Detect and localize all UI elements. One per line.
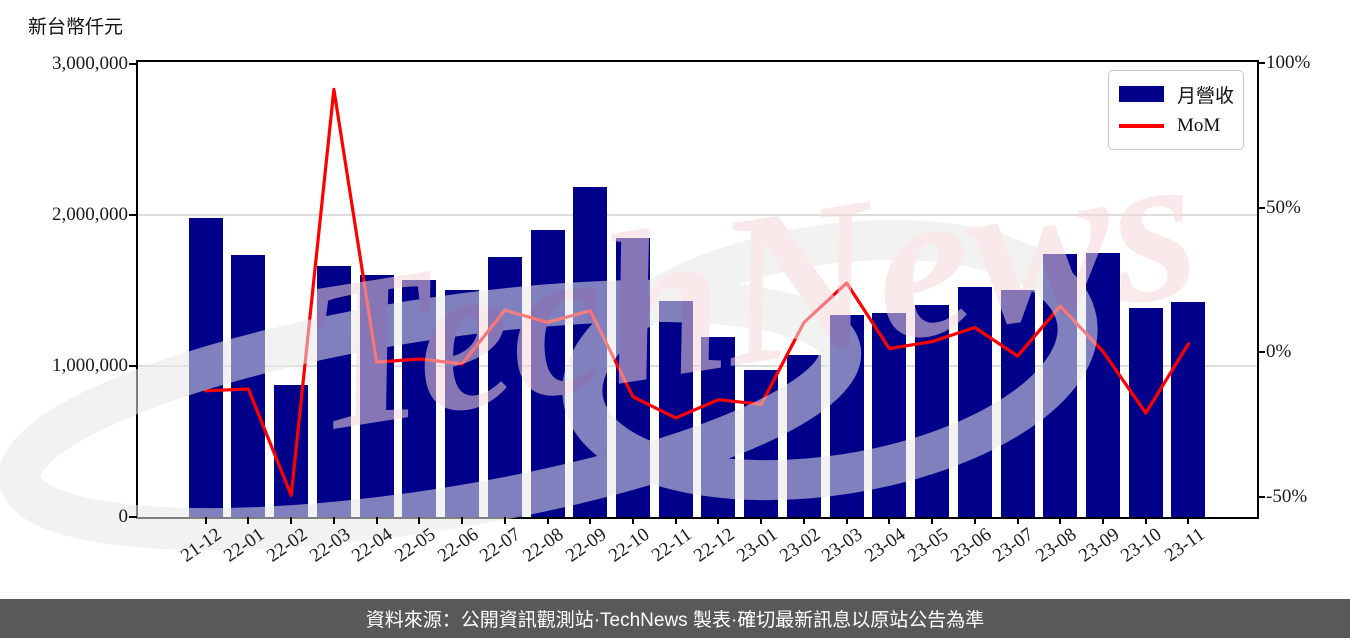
legend-item-mom: MoM	[1119, 113, 1231, 139]
right-tick-mark-1	[1257, 351, 1265, 354]
mom-swatch-icon	[1119, 124, 1164, 128]
legend: 月營收 MoM	[1108, 70, 1244, 150]
x-tick-mark-22-05	[418, 517, 421, 524]
right-tick-label--50%: -50%	[1266, 485, 1308, 507]
x-tick-mark-22-03	[332, 517, 335, 524]
x-tick-label-23-07: 23-07	[989, 524, 1038, 567]
x-tick-label-23-11: 23-11	[1160, 524, 1209, 567]
legend-item-revenue: 月營收	[1119, 81, 1235, 107]
x-tick-mark-22-12	[717, 517, 720, 524]
x-tick-mark-23-08	[1059, 517, 1062, 524]
x-tick-label-23-09: 23-09	[1074, 524, 1124, 567]
x-tick-label-21-12: 21-12	[177, 524, 226, 567]
x-tick-label-22-04: 22-04	[348, 524, 397, 567]
x-tick-label-22-10: 22-10	[604, 524, 654, 567]
x-tick-mark-21-12	[204, 517, 207, 524]
left-tick-mark-2	[129, 213, 137, 216]
x-tick-label-22-11: 22-11	[647, 524, 696, 567]
x-tick-label-22-03: 22-03	[305, 524, 354, 567]
x-tick-mark-22-11	[674, 517, 677, 524]
x-tick-label-23-02: 23-02	[775, 524, 824, 567]
left-tick-label-3,000,000: 3,000,000	[52, 52, 128, 74]
x-tick-label-22-02: 22-02	[262, 524, 312, 567]
x-tick-label-23-05: 23-05	[903, 524, 953, 567]
x-tick-mark-22-07	[503, 517, 506, 524]
plot-area: 月營收 MoM	[136, 60, 1259, 519]
x-tick-label-22-01: 22-01	[220, 524, 269, 567]
revenue-swatch-icon	[1119, 86, 1164, 102]
x-tick-label-23-08: 23-08	[1032, 524, 1081, 567]
right-tick-label-100%: 100%	[1266, 52, 1311, 74]
x-tick-mark-22-10	[632, 517, 634, 524]
x-tick-label-22-06: 22-06	[433, 524, 483, 567]
legend-label-mom: MoM	[1177, 115, 1221, 136]
left-tick-mark-0	[129, 516, 137, 518]
x-tick-label-22-05: 22-05	[391, 524, 440, 567]
left-axis-title: 新台幣仟元	[28, 17, 124, 38]
x-tick-mark-23-04	[888, 517, 891, 524]
source-footer: 資料來源：公開資訊觀測站·TechNews 製表·確切最新訊息以原站公告為準	[0, 599, 1350, 638]
x-tick-mark-22-06	[461, 517, 464, 524]
legend-label-revenue: 月營收	[1177, 85, 1235, 107]
left-tick-label-2,000,000: 2,000,000	[52, 203, 128, 225]
right-tick-mark-0	[1257, 495, 1265, 498]
mom-line	[204, 87, 1191, 497]
left-tick-label-0: 0	[118, 506, 129, 527]
x-tick-label-23-04: 23-04	[861, 524, 910, 567]
x-tick-label-23-01: 23-01	[732, 524, 782, 567]
left-tick-label-1,000,000: 1,000,000	[52, 354, 128, 376]
x-tick-label-23-06: 23-06	[946, 524, 995, 567]
gridline-2000000	[138, 213, 1257, 216]
x-tick-mark-23-05	[931, 517, 934, 524]
x-tick-mark-23-10	[1144, 517, 1147, 524]
x-tick-label-23-03: 23-03	[818, 524, 867, 567]
x-tick-mark-22-01	[247, 517, 250, 524]
right-tick-mark-2	[1257, 206, 1265, 209]
x-tick-mark-23-03	[845, 517, 848, 524]
right-tick-mark-3	[1257, 62, 1265, 65]
x-tick-label-23-10: 23-10	[1117, 524, 1166, 567]
x-tick-mark-23-09	[1102, 517, 1105, 524]
x-tick-mark-23-01	[760, 517, 763, 524]
left-tick-mark-3	[129, 62, 137, 65]
x-tick-mark-22-09	[589, 517, 592, 524]
x-tick-mark-23-11	[1187, 517, 1190, 524]
x-tick-label-22-12: 22-12	[690, 524, 739, 567]
right-tick-label-50%: 50%	[1266, 196, 1301, 218]
mom-line-chart	[204, 87, 1191, 497]
left-tick-mark-1	[129, 364, 137, 367]
x-tick-label-22-09: 22-09	[561, 524, 611, 567]
source-footer-text: 資料來源：公開資訊觀測站·TechNews 製表·確切最新訊息以原站公告為準	[365, 610, 985, 631]
x-tick-label-22-08: 22-08	[519, 524, 568, 567]
x-tick-mark-23-07	[1016, 517, 1019, 524]
bar-23-11	[1171, 302, 1206, 517]
x-tick-mark-22-04	[375, 517, 378, 524]
x-tick-mark-23-02	[802, 517, 805, 524]
right-tick-label-0%: 0%	[1266, 341, 1292, 363]
x-tick-label-22-07: 22-07	[476, 524, 525, 567]
plot-inner: 月營收 MoM	[138, 62, 1257, 517]
x-tick-mark-23-06	[973, 517, 976, 524]
x-tick-mark-22-02	[290, 517, 293, 524]
x-tick-mark-22-08	[546, 517, 549, 524]
